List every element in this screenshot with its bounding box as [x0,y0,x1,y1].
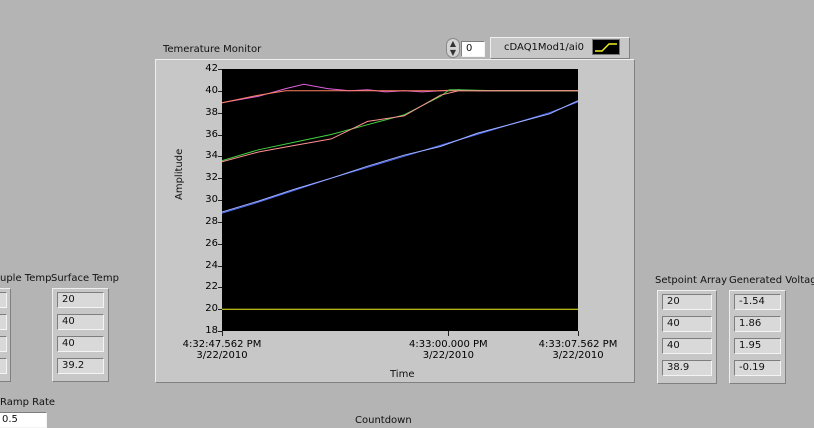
thermocouple-cell[interactable] [0,336,7,352]
x-tick-mark [448,331,450,336]
voltage-cell[interactable]: -0.19 [734,360,781,376]
y-tick-label: 32 [205,172,218,184]
surface-temp-array: 20 40 40 39.2 [52,288,109,382]
thermocouple-cell[interactable] [0,314,7,330]
x-tick-mark [578,331,579,336]
y-tick-label: 34 [205,150,218,162]
y-tick-label: 28 [205,215,218,227]
ramp-rate-label: Ramp Rate [0,397,56,408]
setpoint-cell[interactable]: 40 [662,316,712,332]
x-tick-time: 4:33:00.000 PM [409,339,488,350]
y-tick-mark [218,200,222,201]
surface-temp-header: Surface Temp [51,273,119,284]
setpoint-array-header: Setpoint Array [655,275,728,286]
x-tick-time: 4:32:47.562 PM [182,339,262,350]
plot-area [221,69,579,331]
y-axis-label: Amplitude [174,148,185,200]
y-tick-mark [218,178,222,180]
x-tick-date: 3/22/2010 [196,350,248,361]
plot-legend-line-icon [592,39,620,55]
graph-title: Temerature Monitor [163,44,262,55]
surface-temp-cell[interactable]: 20 [57,292,104,308]
x-tick-label: 4:33:07.562 PM 3/22/2010 [528,339,628,361]
y-tick-mark [218,134,222,136]
x-tick-date: 3/22/2010 [552,350,604,361]
surface-temp-cell[interactable]: 39.2 [57,358,104,374]
voltage-cell[interactable]: -1.54 [734,294,781,310]
y-tick-label: 18 [205,325,218,336]
plot-index-field[interactable]: 0 [461,41,485,57]
y-tick-label: 36 [205,128,218,140]
y-tick-label: 22 [205,281,218,293]
voltage-cell[interactable]: 1.95 [734,338,781,354]
x-tick-date: 3/22/2010 [422,350,474,361]
plot-svg [221,83,579,310]
y-tick-mark [218,309,222,311]
y-tick-label: 30 [205,194,218,205]
y-tick-mark [218,69,222,70]
y-tick-label: 42 [205,63,218,74]
x-tick-label: 4:33:00.000 PM 3/22/2010 [398,339,498,361]
surface-temp-cell[interactable]: 40 [57,336,104,352]
y-tick-label: 38 [205,106,218,118]
setpoint-array: 20 40 40 38.9 [657,290,717,384]
y-tick-mark [218,243,222,245]
y-tick-label: 40 [205,84,218,96]
x-tick-time: 4:33:07.562 PM [538,339,618,350]
thermocouple-cell[interactable] [0,292,7,308]
x-tick-mark [222,331,223,336]
series-line-2 [221,89,578,162]
setpoint-cell[interactable]: 40 [662,338,712,354]
y-tick-label: 26 [205,237,218,249]
thermocouple-temp-header: uple Temp [0,273,52,284]
series-line-3 [221,90,578,163]
plot-legend-label: cDAQ1Mod1/ai0 [504,42,585,53]
setpoint-cell[interactable]: 20 [662,294,712,310]
y-tick-label: 20 [205,303,218,315]
y-tick-label: 24 [205,259,218,271]
series-line-4 [221,101,579,214]
y-tick-mark [218,156,222,158]
series-line-5 [221,100,579,213]
surface-temp-cell[interactable]: 40 [57,314,104,330]
thermocouple-temp-array [0,288,11,382]
generated-voltage-header: Generated Voltage [729,275,814,286]
setpoint-cell[interactable]: 38.9 [662,360,712,376]
series-line-0 [221,83,578,104]
y-tick-mark [218,90,222,92]
x-axis-label: Time [390,369,415,380]
y-tick-mark [218,221,222,223]
thermocouple-cell[interactable] [0,358,7,374]
voltage-cell[interactable]: 1.86 [734,316,781,332]
y-tick-mark [218,331,222,332]
y-tick-mark [218,112,222,114]
x-tick-label: 4:32:47.562 PM 3/22/2010 [172,339,272,361]
y-tick-mark [218,265,222,267]
ramp-rate-input[interactable]: 0.5 [0,412,47,428]
plot-index-spinner-icon[interactable]: ▲ ▼ [446,38,460,58]
y-tick-mark [218,287,222,289]
series-line-1 [221,90,578,104]
countdown-label: Countdown [355,415,412,426]
generated-voltage-array: -1.54 1.86 1.95 -0.19 [729,290,786,384]
